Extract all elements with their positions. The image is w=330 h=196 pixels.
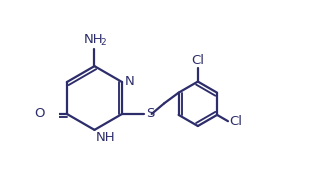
- Text: NH: NH: [84, 33, 103, 46]
- Text: O: O: [35, 107, 45, 120]
- Text: Cl: Cl: [191, 54, 204, 66]
- Text: N: N: [125, 75, 135, 88]
- Text: 2: 2: [101, 38, 106, 47]
- Text: NH: NH: [95, 131, 115, 144]
- Text: S: S: [146, 107, 154, 120]
- Text: Cl: Cl: [229, 115, 242, 128]
